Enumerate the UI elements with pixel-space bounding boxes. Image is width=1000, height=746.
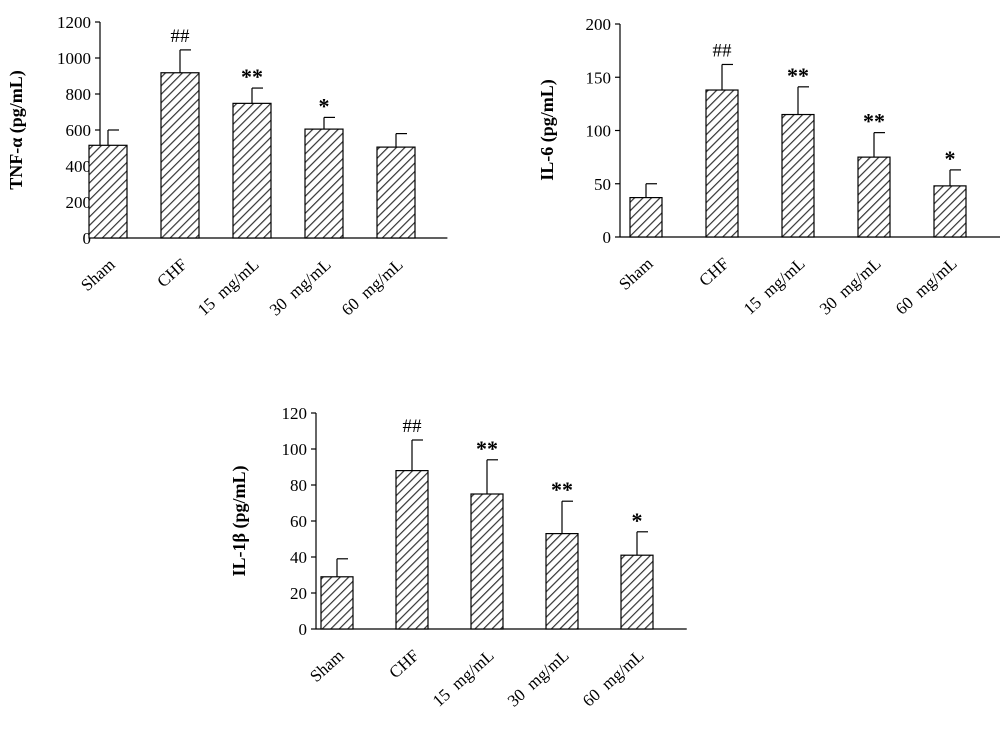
x-category-label: 30 mg/mL (504, 646, 573, 711)
y-tick-label: 50 (594, 175, 611, 194)
y-tick-label: 1000 (57, 49, 91, 68)
bar-tnf-alpha-4 (376, 146, 416, 239)
significance-label: ## (403, 416, 423, 437)
bar-tnf-alpha-3 (304, 128, 344, 239)
bar-il-1beta-3 (545, 532, 579, 630)
x-category-label: Sham (615, 254, 656, 294)
y-tick-label: 400 (66, 157, 92, 176)
significance-label: ** (241, 64, 263, 89)
y-tick-label: 60 (290, 512, 307, 531)
y-tick-label: 40 (290, 548, 307, 567)
significance-label: * (319, 93, 330, 118)
significance-label: ** (551, 477, 573, 502)
tnf-alpha-y-axis-label: TNF-α (pg/mL) (6, 70, 27, 190)
y-tick-label: 120 (282, 404, 308, 423)
y-tick-label: 80 (290, 476, 307, 495)
x-category-label: 30 mg/mL (266, 255, 335, 320)
y-tick-label: 200 (66, 193, 92, 212)
il-6-chart: IL-6 (pg/mL) 0 50 100 150 200 Sham ## CHF ** 15 mg… (537, 15, 1000, 319)
x-category-label: Sham (77, 255, 118, 295)
tnf-alpha-chart: TNF-α (pg/mL) 0 200 400 600 800 1000 1200 Sham ##… (6, 13, 448, 320)
il-1beta-y-axis-label: IL-1β (pg/mL) (229, 466, 250, 577)
significance-label: ** (787, 63, 809, 88)
il-6-y-axis-label: IL-6 (pg/mL) (537, 79, 558, 181)
y-tick-label: 0 (603, 228, 612, 247)
significance-label: ** (863, 109, 885, 134)
bar-tnf-alpha-2 (232, 102, 272, 239)
significance-label: ## (171, 26, 191, 47)
x-category-label: CHF (695, 254, 732, 290)
y-tick-label: 0 (299, 620, 308, 639)
y-tick-label: 1200 (57, 13, 91, 32)
significance-label: * (632, 508, 643, 533)
bar-il-6-4 (933, 185, 967, 238)
x-category-label: CHF (385, 646, 422, 682)
y-tick-label: 100 (282, 440, 308, 459)
x-category-label: 60 mg/mL (338, 255, 407, 320)
y-tick-label: 0 (83, 229, 92, 248)
x-category-label: 60 mg/mL (892, 254, 961, 319)
y-tick-label: 100 (586, 122, 612, 141)
x-category-label: 15 mg/mL (194, 255, 263, 320)
bar-il-1beta-1 (395, 470, 429, 630)
bar-il-1beta-2 (470, 493, 504, 630)
bar-il-1beta-4 (620, 554, 654, 630)
bar-tnf-alpha-1 (160, 72, 200, 239)
x-category-label: 15 mg/mL (740, 254, 809, 319)
y-tick-label: 20 (290, 584, 307, 603)
significance-label: * (945, 146, 956, 171)
y-tick-label: 800 (66, 85, 92, 104)
x-category-label: Sham (306, 646, 347, 686)
bar-il-6-1 (705, 89, 739, 238)
y-tick-label: 600 (66, 121, 92, 140)
bar-il-1beta-0 (320, 576, 354, 630)
bar-tnf-alpha-0 (88, 144, 128, 239)
bar-il-6-0 (629, 196, 663, 238)
bar-il-6-3 (857, 156, 891, 238)
x-category-label: 15 mg/mL (429, 646, 498, 711)
bar-il-6-2 (781, 113, 815, 238)
significance-label: ## (713, 40, 733, 61)
y-tick-label: 200 (586, 15, 612, 34)
y-tick-label: 150 (586, 68, 612, 87)
il-1beta-chart: IL-1β (pg/mL) 0 20 40 60 80 100 120 Sham ## CHF ** 1… (229, 404, 687, 711)
significance-label: ** (476, 436, 498, 461)
x-category-label: 30 mg/mL (816, 254, 885, 319)
x-category-label: 60 mg/mL (579, 646, 648, 711)
x-category-label: CHF (153, 255, 190, 291)
